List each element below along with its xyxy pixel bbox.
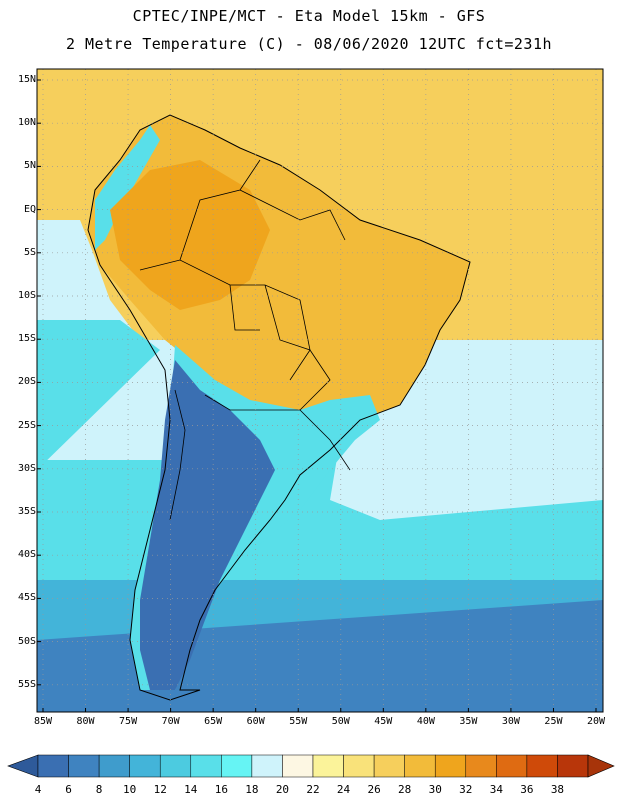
colorbar-low-arrow: [7, 754, 39, 778]
lon-label: 85W: [33, 716, 53, 727]
lon-label: 30W: [501, 716, 520, 727]
colorbar-tick-label: 38: [550, 783, 565, 796]
south-atlantic-cool-water: [330, 420, 603, 520]
lon-label: 60W: [246, 716, 265, 727]
lon-label: 70W: [161, 716, 180, 727]
pacific-mid-water: [37, 320, 160, 470]
colorbar-swatch: [68, 754, 100, 778]
colorbar-swatch: [98, 754, 130, 778]
lon-label: 40W: [416, 716, 435, 727]
colorbar-swatch: [557, 754, 589, 778]
colorbar-swatch: [251, 754, 283, 778]
lat-label: 35S: [17, 506, 36, 517]
lon-label: 50W: [331, 716, 350, 727]
lat-label: 5N: [23, 160, 36, 172]
lat-label: 50S: [17, 635, 36, 647]
colorbar-tick-label: 26: [367, 783, 381, 796]
lon-label: 65W: [204, 716, 223, 727]
colorbar-high-arrow: [587, 754, 615, 778]
colorbar-tick-label: 12: [153, 783, 167, 796]
colorbar-tick-label: 18: [245, 783, 259, 796]
colorbar-tick-label: 20: [275, 783, 290, 796]
colorbar-tick-label: 36: [520, 783, 534, 796]
southern-ocean-cold-water: [37, 600, 603, 712]
lat-label: 10N: [17, 117, 36, 129]
colorbar-swatch: [190, 754, 222, 778]
lon-label: 45W: [374, 716, 393, 727]
colorbar-tick-label: 10: [123, 783, 137, 796]
colorbar-swatch: [312, 754, 344, 778]
colorbar-tick-label: 34: [489, 783, 503, 796]
map-field: [37, 69, 603, 712]
lat-label: 45S: [17, 592, 36, 604]
lon-label: 55W: [289, 716, 308, 727]
colorbar-tick-label: 4: [34, 783, 42, 796]
lon-label: 75W: [119, 716, 138, 727]
andes-patagonia-cold-region: [140, 360, 275, 690]
amazon-hot-region: [110, 160, 270, 310]
lat-label: 25S: [17, 419, 36, 431]
colorbar-swatch: [343, 754, 375, 778]
colorbar-tick-label: 28: [398, 783, 412, 796]
lat-label: 20S: [17, 376, 36, 388]
lon-label: 80W: [76, 716, 95, 727]
lat-label: 5S: [23, 246, 36, 258]
colorbar: [7, 754, 615, 778]
lat-label: 15S: [17, 333, 36, 345]
axis-ticks: [37, 79, 597, 712]
country-borders: [139, 159, 351, 521]
colorbar-tick-label: 30: [428, 783, 442, 796]
lat-label: 55S: [17, 678, 36, 690]
map-frame: [36, 68, 604, 713]
northern-andes-cold-strip: [95, 125, 160, 250]
map-title-line1: CPTEC/INPE/MCT - Eta Model 15km - GFS: [132, 7, 486, 25]
colorbar-swatch: [434, 754, 467, 778]
colorbar-swatch: [526, 754, 558, 778]
continent-coastline: [87, 114, 471, 701]
lat-lon-grid: [37, 69, 603, 712]
lon-label: 35W: [459, 716, 478, 727]
colorbar-swatch: [37, 754, 69, 778]
colorbar-tick-label: 32: [459, 783, 473, 796]
colorbar-tick-label: 14: [184, 783, 198, 796]
colorbar-swatch: [221, 754, 253, 778]
lat-label: EQ: [23, 203, 36, 215]
colorbar-tick-label: 16: [214, 783, 228, 796]
lat-label: 15N: [17, 74, 36, 85]
map-title-line2: 2 Metre Temperature (C) - 08/06/2020 12U…: [65, 35, 553, 53]
colorbar-tick-label: 22: [306, 783, 320, 796]
lat-label: 40S: [17, 549, 36, 561]
lat-label: 30S: [17, 462, 36, 474]
colorbar-tick-label: 6: [65, 783, 72, 796]
colorbar-swatch: [282, 754, 314, 778]
colorbar-tick-label: 24: [336, 783, 351, 796]
colorbar-swatch: [159, 754, 192, 778]
colorbar-swatch: [465, 754, 497, 778]
colorbar-swatch: [373, 754, 405, 778]
colorbar-tick-label: 8: [95, 783, 103, 796]
lat-label: 10S: [17, 290, 36, 301]
colorbar-swatch: [496, 754, 528, 778]
colorbar-swatch: [129, 754, 161, 778]
lon-label: 25W: [544, 716, 563, 727]
lon-label: 20W: [586, 716, 606, 727]
colorbar-swatch: [404, 754, 436, 778]
